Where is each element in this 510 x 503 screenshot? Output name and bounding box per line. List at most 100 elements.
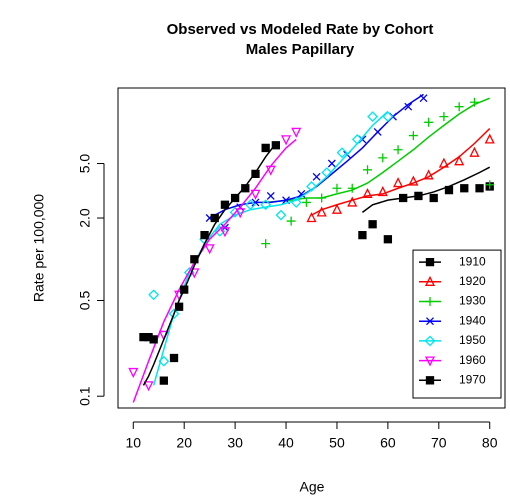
marker (368, 220, 377, 229)
x-axis-label: Age (300, 479, 325, 495)
marker (484, 133, 495, 144)
marker (424, 335, 436, 347)
marker (419, 94, 428, 103)
marker (378, 153, 388, 163)
marker (425, 257, 435, 267)
legend-box (412, 249, 502, 399)
x-tick-label: 30 (227, 435, 243, 451)
marker (180, 285, 189, 294)
marker (159, 376, 168, 385)
y-tick-label: 0.5 (77, 291, 93, 311)
marker (316, 206, 327, 217)
x-tick-label: 60 (380, 435, 396, 451)
plot-frame (117, 87, 506, 409)
marker (454, 155, 465, 166)
marker (424, 356, 436, 367)
marker (485, 180, 495, 190)
marker (230, 193, 240, 203)
marker (251, 169, 260, 179)
marker (444, 185, 454, 195)
marker (426, 317, 434, 326)
fit-line (132, 138, 297, 403)
marker (454, 102, 464, 112)
marker (235, 208, 246, 219)
x-tick-label: 80 (482, 435, 498, 451)
marker (393, 145, 403, 155)
y-tick-label: 0.1 (77, 386, 93, 406)
marker (429, 193, 438, 203)
marker (460, 184, 469, 193)
fit-line (152, 110, 389, 386)
marker (393, 177, 404, 188)
marker (377, 186, 388, 197)
marker (475, 184, 484, 193)
legend-label: 1970 (459, 372, 486, 386)
legend-label: 1930 (459, 294, 486, 308)
marker (469, 97, 479, 107)
marker (347, 196, 358, 207)
marker (189, 268, 200, 279)
y-axis-label: Rate per 100,000 (31, 194, 47, 302)
chart-subtitle: Males Papillary (246, 41, 355, 58)
marker (362, 187, 373, 199)
marker (336, 147, 348, 159)
marker (404, 102, 413, 111)
marker (306, 212, 317, 223)
marker (469, 146, 480, 157)
x-tick-label: 70 (431, 435, 447, 451)
fit-line (265, 97, 491, 204)
marker (424, 275, 436, 286)
plot-area (128, 93, 495, 403)
marker (423, 169, 434, 180)
marker (241, 184, 250, 193)
marker (271, 141, 281, 150)
marker (260, 199, 272, 211)
marker (331, 203, 343, 214)
marker (168, 308, 180, 320)
marker (251, 198, 260, 207)
marker (383, 235, 393, 244)
legend-label: 1920 (459, 274, 486, 288)
marker (408, 131, 418, 141)
marker (219, 227, 230, 238)
legend-label: 1960 (459, 353, 486, 367)
marker (332, 183, 342, 193)
marker (321, 167, 333, 178)
fit-line (361, 166, 491, 213)
legend-label: 1910 (459, 254, 486, 268)
marker (200, 230, 209, 240)
marker (261, 143, 270, 153)
marker (439, 112, 449, 122)
marker (214, 225, 226, 237)
chart-title: Observed vs Modeled Rate by Cohort (167, 21, 434, 38)
marker (424, 117, 434, 127)
y-tick-label: 2.0 (77, 208, 93, 228)
marker (286, 216, 296, 226)
marker (301, 197, 311, 207)
marker (425, 297, 435, 306)
legend-label: 1940 (459, 313, 486, 327)
marker (373, 128, 382, 136)
marker (244, 199, 256, 211)
marker (363, 165, 373, 175)
marker (280, 135, 292, 146)
marker (438, 157, 449, 168)
marker (358, 230, 367, 240)
marker (408, 175, 419, 186)
marker (210, 213, 219, 223)
marker (367, 111, 379, 123)
marker (425, 376, 435, 385)
marker (414, 191, 423, 201)
marker (275, 209, 287, 221)
fit-line (142, 143, 277, 386)
marker (399, 193, 408, 203)
marker (148, 289, 160, 301)
x-tick-label: 20 (176, 435, 192, 451)
marker (169, 353, 179, 363)
marker (312, 172, 321, 181)
legend-label: 1950 (459, 333, 486, 347)
marker (128, 367, 139, 379)
marker (266, 191, 275, 200)
marker (261, 239, 271, 249)
marker (306, 181, 317, 192)
